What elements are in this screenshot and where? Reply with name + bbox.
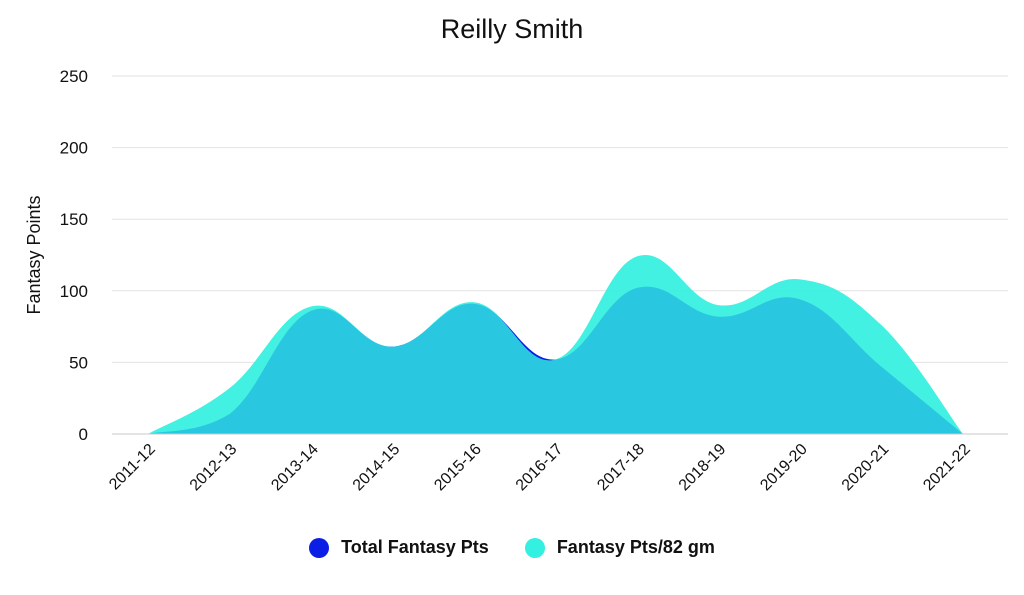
- x-axis-ticks: 2011-12 2012-13 2013-14 2014-15 2015-16 2016-…: [106, 441, 974, 495]
- x-tick-label: 2017-18: [594, 441, 648, 495]
- area-total-overlay: [148, 286, 963, 434]
- y-tick-label: 100: [60, 282, 88, 301]
- x-tick-label: 2011-12: [106, 441, 159, 494]
- y-axis-ticks: 0 50 100 150 200 250: [60, 67, 88, 444]
- legend-swatch-total: [309, 537, 330, 558]
- x-tick-label: 2021-22: [920, 441, 974, 495]
- x-tick-label: 2018-19: [676, 441, 730, 495]
- chart-title: Reilly Smith: [440, 14, 584, 44]
- y-tick-label: 50: [69, 353, 88, 372]
- y-tick-label: 150: [60, 210, 88, 229]
- y-axis-label: Fantasy Points: [24, 195, 44, 314]
- legend: Total Fantasy Pts Fantasy Pts/82 gm: [0, 537, 1024, 558]
- legend-item-total[interactable]: Total Fantasy Pts: [309, 537, 489, 558]
- y-tick-label: 200: [60, 139, 88, 158]
- area-fantasy-pts-per-82: [148, 255, 963, 434]
- legend-swatch-per82: [524, 537, 545, 558]
- x-tick-label: 2019-20: [757, 441, 811, 495]
- legend-label-total: Total Fantasy Pts: [341, 537, 489, 557]
- y-tick-label: 0: [79, 425, 88, 444]
- series-areas: [148, 255, 963, 434]
- x-tick-label: 2016-17: [513, 441, 567, 495]
- y-tick-label: 250: [60, 67, 88, 86]
- x-tick-label: 2014-15: [350, 441, 404, 495]
- x-tick-label: 2020-21: [839, 441, 893, 495]
- legend-label-per82: Fantasy Pts/82 gm: [556, 537, 715, 557]
- x-tick-label: 2012-13: [187, 441, 241, 495]
- x-tick-label: 2015-16: [431, 441, 485, 495]
- legend-item-per82[interactable]: Fantasy Pts/82 gm: [524, 537, 715, 558]
- x-tick-label: 2013-14: [268, 441, 322, 495]
